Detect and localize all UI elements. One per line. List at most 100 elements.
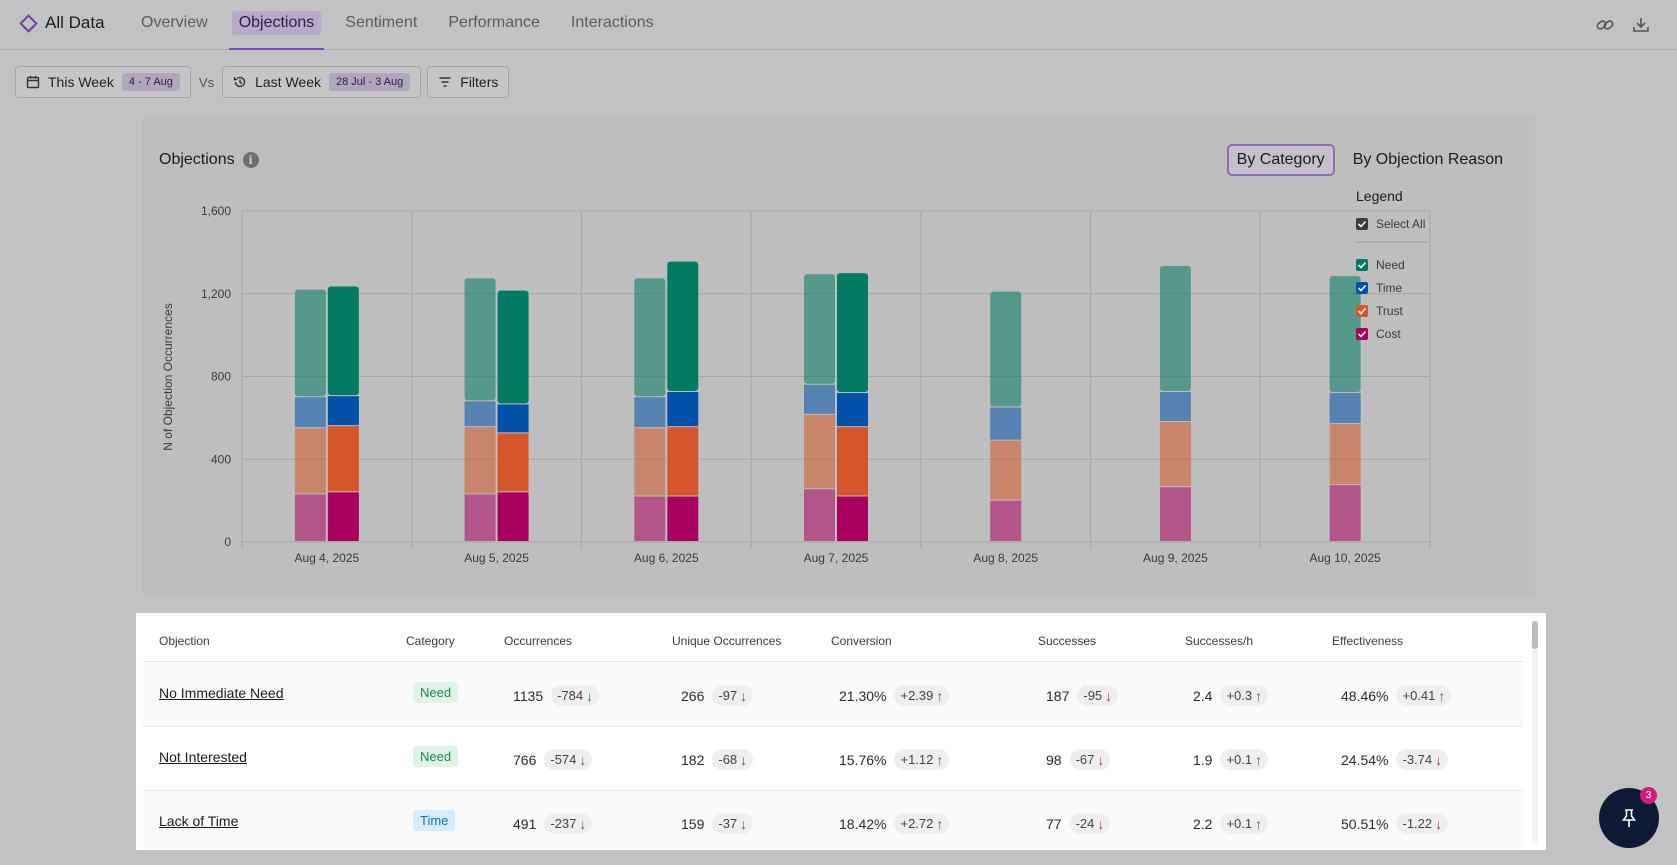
tab-label: Performance [448,14,540,31]
header-objection[interactable]: Objection [159,634,210,648]
top-nav: All Data Overview Objections Sentiment P… [0,0,1677,50]
arrow-up-icon: ↑ [936,751,944,768]
tab-interactions[interactable]: Interactions [561,0,664,50]
unique-delta: -68 ↓ [712,749,754,770]
legend-item-cost: Cost [1376,327,1401,341]
delta-value: -3.74 [1402,752,1433,767]
main-tabs: Overview Objections Sentiment Performanc… [131,0,675,50]
arrow-down-icon: ↓ [1097,751,1105,768]
bar-segment-need-previous [1159,265,1191,392]
tab-performance[interactable]: Performance [438,0,550,50]
objection-link[interactable]: Not Interested [159,749,247,765]
conversion-value: 18.42% [839,815,887,832]
bar-segment-cost-current [667,496,699,541]
date-toolbar: This Week 4 - 7 Aug Vs Last Week 28 Jul … [15,66,510,98]
previous-period-button[interactable]: Last Week 28 Jul - 3 Aug [222,66,422,98]
by-objection-reason-button[interactable]: By Objection Reason [1352,151,1503,168]
delta-value: -95 [1083,688,1103,703]
objections-table: Objection Category Occurrences Unique Oc… [136,613,1546,850]
filters-button[interactable]: Filters [427,66,510,98]
bar-segment-trust-previous [804,414,835,489]
filter-icon [439,77,451,87]
check-icon [1357,330,1367,338]
brand[interactable]: All Data [19,13,105,33]
arrow-up-icon: ↑ [1255,751,1263,768]
y-axis-label: N of Objection Occurrences [161,303,175,450]
table-row[interactable]: Lack of Time Time 491 -237 ↓ 159 -37 ↓ 18.42% +2.… [143,791,1523,850]
arrow-down-icon: ↓ [1097,815,1105,832]
delta-value: -574 [550,752,577,767]
legend-item-trust: Trust [1376,304,1404,318]
by-category-button[interactable]: By Category [1226,144,1335,176]
delta-value: +2.39 [900,688,934,703]
bar-segment-trust-previous [1329,424,1361,485]
effectiveness-value: 50.51% [1341,815,1389,832]
check-icon [1357,284,1367,292]
legend-checkbox-need [1356,259,1368,271]
effectiveness-delta: -3.74 ↓ [1396,749,1449,770]
header-successes-per-hour[interactable]: Successes/h [1185,634,1254,648]
bar-segment-time-current [667,392,699,427]
arrow-up-icon: ↑ [1438,687,1446,704]
arrow-down-icon: ↓ [1105,687,1113,704]
objections-chart: 0 400 800 1,200 1,600 N of Objection Occurren… [161,188,1431,565]
arrow-up-icon: ↑ [936,815,944,832]
unique-value: 182 [681,751,705,768]
arrow-down-icon: ↓ [740,751,748,768]
info-icon[interactable]: i [242,152,259,168]
x-tick-label: Aug 8, 2025 [973,551,1038,565]
header-occurrences[interactable]: Occurrences [504,634,573,648]
header-conversion[interactable]: Conversion [831,634,892,648]
objection-cell: No Immediate Need [159,685,284,701]
header-effectiveness[interactable]: Effectiveness [1332,634,1404,648]
y-tick-label: 1,600 [201,204,231,218]
successes-cell: 77 -24 ↓ [1046,813,1111,834]
objection-link[interactable]: No Immediate Need [159,685,284,701]
bar-segment-need-current [497,290,529,404]
successes-delta: -95 ↓ [1077,685,1119,706]
delta-value: +2.72 [900,816,934,831]
sph-delta: +0.3 ↑ [1220,685,1269,706]
category-badge: Need [413,746,459,767]
diamond-icon [19,13,38,33]
objection-link[interactable]: Lack of Time [159,813,239,829]
table-row[interactable]: No Immediate Need Need 1135 -784 ↓ 266 -97 ↓ 21.… [143,663,1523,727]
bar-segment-need-previous [990,291,1022,407]
delta-value: +1.12 [900,752,934,767]
brand-title: All Data [45,13,105,32]
sph-cell: 2.2 +0.1 ↑ [1193,813,1269,834]
bar-segment-trust-current [327,426,359,492]
occurrences-cell: 491 -237 ↓ [513,813,593,834]
delta-value: -1.22 [1402,816,1433,831]
bar-segment-trust-previous [294,428,326,494]
header-unique-occurrences[interactable]: Unique Occurrences [672,634,782,648]
tab-objections[interactable]: Objections [228,0,325,50]
current-period-button[interactable]: This Week 4 - 7 Aug [15,66,191,98]
link-icon[interactable] [1595,15,1615,35]
tab-label: Overview [141,14,208,31]
effectiveness-cell: 50.51% -1.22 ↓ [1341,813,1449,834]
tab-sentiment[interactable]: Sentiment [335,0,427,50]
legend-select-all: Select All [1376,217,1425,231]
table-scrollbar[interactable] [1532,621,1538,843]
bar-segment-time-current [497,404,529,433]
header-successes[interactable]: Successes [1038,634,1097,648]
header-category[interactable]: Category [406,634,455,648]
delta-value: -784 [557,688,584,703]
successes-delta: -24 ↓ [1069,813,1111,834]
unique-value: 266 [681,687,705,704]
sph-cell: 1.9 +0.1 ↑ [1193,749,1269,770]
delta-value: +0.3 [1226,688,1253,703]
pin-button[interactable] [1599,788,1659,848]
conversion-value: 15.76% [839,751,887,768]
table-row[interactable]: Not Interested Need 766 -574 ↓ 182 -68 ↓ 15.76% +… [143,727,1523,791]
download-icon[interactable] [1631,15,1651,35]
category-cell: Time [413,810,456,831]
tab-overview[interactable]: Overview [131,0,218,50]
bar-segment-time-previous [1159,392,1191,422]
sph-value: 1.9 [1193,751,1213,768]
objection-cell: Lack of Time [159,813,238,829]
scroll-thumb[interactable] [1532,621,1538,649]
occurrences-delta: -237 ↓ [544,813,593,834]
bar-segment-trust-previous [990,440,1022,500]
